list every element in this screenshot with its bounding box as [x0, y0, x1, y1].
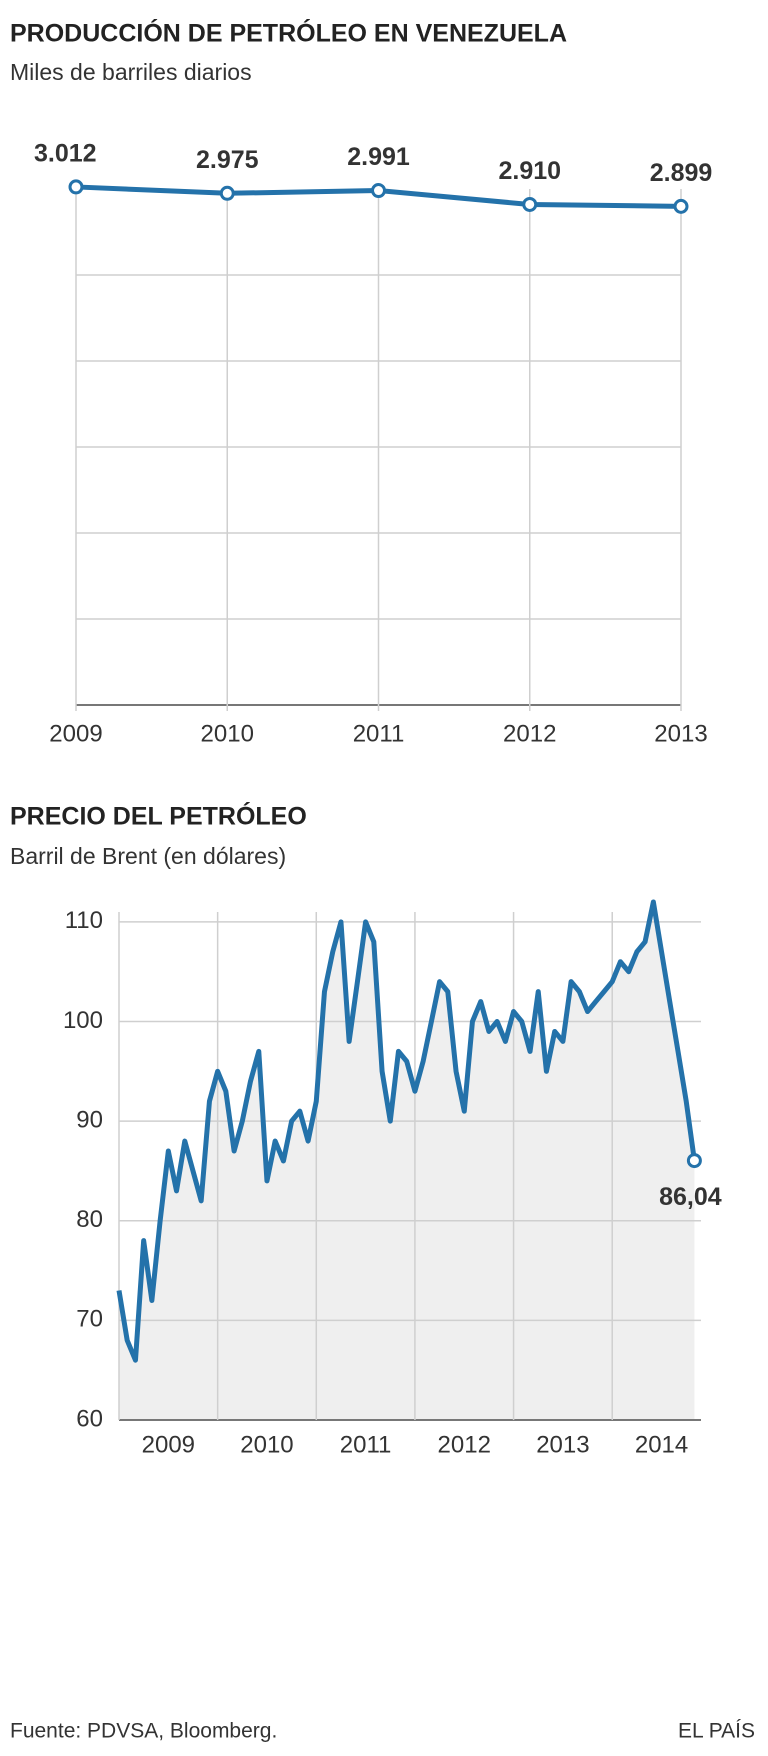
x-tick-label: 2009 — [49, 720, 102, 747]
x-tick-label: 2012 — [438, 1431, 491, 1458]
x-tick-label: 2010 — [240, 1431, 293, 1458]
x-tick-label: 2009 — [142, 1431, 195, 1458]
chart-title: PRECIO DEL PETRÓLEO — [10, 801, 307, 831]
x-tick-label: 2013 — [654, 720, 707, 747]
area — [119, 901, 695, 1420]
y-tick-label: 100 — [63, 1007, 103, 1034]
x-tick-label: 2011 — [340, 1431, 392, 1458]
value-label: 2.910 — [498, 157, 561, 185]
point — [686, 1153, 702, 1169]
source: Fuente: PDVSA, Bloomberg. — [10, 1720, 277, 1743]
value-label: 86,04 — [659, 1183, 722, 1211]
point — [371, 183, 386, 199]
chart-title: PRODUCCIÓN DE PETRÓLEO EN VENEZUELA — [10, 18, 567, 48]
x-tick-label: 2012 — [503, 720, 556, 747]
value-label: 3.012 — [34, 140, 97, 168]
publisher: EL PAÍS — [678, 1720, 755, 1743]
x-tick-label: 2011 — [353, 720, 405, 747]
chart-subtitle: Miles de barriles diarios — [10, 59, 252, 85]
value-label: 2.975 — [196, 146, 259, 174]
point — [522, 196, 538, 212]
point — [673, 198, 689, 214]
value-label: 2.991 — [347, 143, 410, 171]
x-tick-label: 2014 — [635, 1431, 688, 1458]
y-tick-label: 90 — [76, 1106, 103, 1133]
point — [68, 179, 84, 195]
chart-subtitle: Barril de Brent (en dólares) — [10, 843, 286, 869]
y-tick-label: 60 — [76, 1405, 103, 1432]
line — [116, 899, 697, 1363]
value-label: 2.899 — [650, 159, 713, 187]
point — [219, 185, 235, 201]
y-tick-label: 70 — [76, 1306, 103, 1333]
x-tick-label: 2013 — [536, 1431, 589, 1458]
y-tick-label: 110 — [65, 907, 103, 934]
x-tick-label: 2010 — [201, 720, 254, 747]
y-tick-label: 80 — [76, 1206, 103, 1233]
